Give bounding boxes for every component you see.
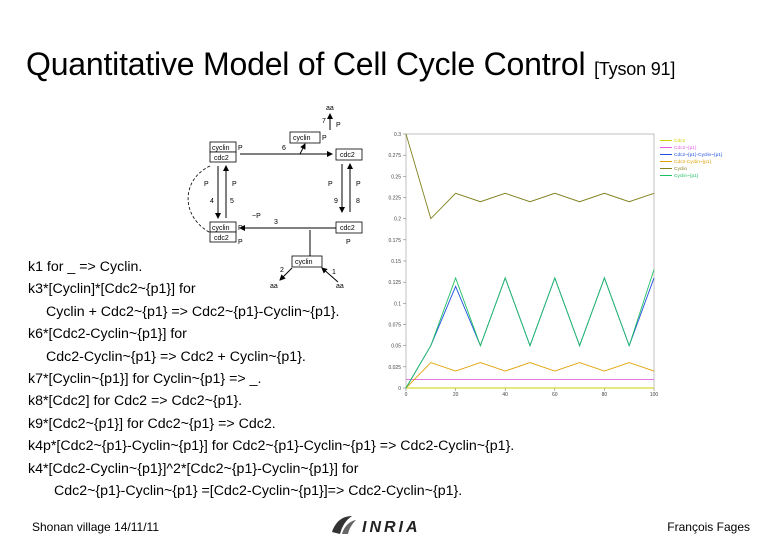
reaction-line: k4p*[Cdc2~{p1}-Cyclin~{p1}] for Cdc2~{p1…	[28, 438, 515, 455]
diagram-p-top: P	[322, 135, 327, 142]
diagram-k1: 1	[332, 269, 336, 276]
chart-lines	[405, 133, 655, 389]
diagram-bottom-cyclin-label: cyclin	[295, 259, 313, 266]
diagram-p-left: P	[232, 181, 237, 188]
y-tick-label: 0.175	[388, 238, 401, 244]
reaction-line: k3*[Cyclin]*[Cdc2~{p1}] for	[28, 281, 196, 298]
reaction-line: Cdc2~{p1}-Cyclin~{p1} =[Cdc2-Cyclin~{p1}…	[54, 483, 463, 500]
x-tick-label: 20	[453, 392, 459, 396]
diagram-right-cdc2-label: cdc2	[340, 152, 355, 159]
x-tick-label: 80	[602, 392, 608, 396]
cell-cycle-diagram: aa 7 P cyclin P cyclin P cdc2 6 cdc2 P P…	[187, 105, 363, 290]
diagram-lower-right-cdc2-label: cdc2	[340, 225, 355, 232]
diagram-bottom-cyclin-box	[291, 255, 323, 268]
diagram-right-cdc2-box	[335, 148, 363, 161]
diagram-arrow-2	[279, 267, 293, 281]
legend-label: Cyclin~{p1}	[674, 173, 699, 179]
legend-label: Cyclin	[674, 166, 687, 172]
diagram-k7: 7	[322, 118, 326, 125]
legend-label: Cdc2~{p1}	[674, 145, 697, 151]
diagram-k3: 3	[274, 219, 278, 226]
diagram-k4: 4	[210, 198, 214, 205]
footer-author: François Fages	[667, 520, 750, 534]
legend-label: Cdc2-Cyclin~{p1}	[674, 159, 712, 165]
y-tick-label: 0.15	[391, 259, 401, 265]
footer-rule	[28, 510, 758, 511]
diagram-aa-top: aa	[326, 105, 334, 112]
diagram-k8: 8	[356, 198, 360, 205]
diagram-k6: 6	[282, 145, 286, 152]
y-tick-label: 0.275	[388, 153, 401, 159]
reaction-line: k1 for _ => Cyclin.	[28, 259, 143, 275]
diagram-k9: 9	[334, 198, 338, 205]
x-tick-label: 40	[502, 392, 508, 396]
reaction-line: Cdc2-Cyclin~{p1} => Cdc2 + Cyclin~{p1}.	[46, 348, 306, 365]
reaction-line: k8*[Cdc2] for Cdc2 => Cdc2~{p1}.	[28, 393, 243, 410]
legend-label: Cdc2	[674, 138, 686, 144]
reaction-list: k1 for _ => Cyclin. k3*[Cyclin]*[Cdc2~{p1…	[28, 256, 514, 502]
reaction-line: k6*[Cdc2-Cyclin~{p1}] for	[28, 326, 187, 343]
inria-logo-text: INRIA	[362, 519, 421, 536]
y-tick-label: 0.025	[388, 365, 401, 371]
footer-venue-date: Shonan village 14/11/11	[32, 520, 159, 534]
diagram-pi-right: P	[328, 181, 333, 188]
diagram-arrow-6-branch	[299, 143, 306, 155]
diagram-left-cyclin-label: cyclin	[212, 145, 230, 152]
diagram-lower-cdc2-label: cdc2	[214, 235, 229, 242]
diagram-pi-left: P	[204, 181, 209, 188]
reaction-line: k9*[Cdc2~{p1}] for Cdc2~{p1} => Cdc2.	[28, 415, 276, 432]
diagram-minus-p: ~P	[252, 213, 261, 220]
diagram-lower-p2: P	[238, 239, 243, 246]
diagram-lower-right-cdc2-box	[335, 221, 363, 234]
x-tick-label: 60	[552, 392, 558, 396]
diagram-left-p1: P	[238, 145, 243, 152]
diagram-lower-cyclin-label: cyclin	[212, 225, 230, 232]
diagram-aa-bottom-right: aa	[336, 283, 344, 290]
x-tick-label: 0	[405, 392, 408, 396]
y-tick-label: 0.075	[388, 323, 401, 329]
chart-axes: 0 0.025 0.05 0.075 0.1 0.125 0.15 0.175 0.2 0.225…	[388, 132, 658, 396]
series-line	[405, 133, 655, 220]
diagram-cyclin-p-box	[289, 131, 321, 144]
diagram-lower-right-p: P	[346, 239, 351, 246]
diagram-cyclin-label-top: cyclin	[293, 135, 311, 142]
diagram-lower-cdc2-box	[209, 231, 237, 243]
simulation-chart: 0 0.025 0.05 0.075 0.1 0.125 0.15 0.175 0.2 0.225…	[388, 132, 723, 396]
series-line	[405, 362, 655, 389]
reaction-line: k7*[Cyclin~{p1}] for Cyclin~{p1} => _.	[28, 371, 262, 388]
diagram-k5: 5	[230, 198, 234, 205]
y-tick-label: 0.25	[391, 174, 401, 180]
slide-title: Quantitative Model of Cell Cycle Control…	[26, 46, 675, 83]
y-tick-label: 0.3	[394, 132, 401, 138]
series-line	[405, 269, 655, 389]
reaction-line: Cyclin + Cdc2~{p1} => Cdc2~{p1}-Cyclin~{…	[46, 303, 340, 320]
chart-legend: Cdc2Cdc2~{p1}Cdc2~{p1}-Cyclin~{p1}Cdc2-C…	[660, 138, 723, 179]
y-tick-label: 0.1	[394, 301, 401, 307]
diagram-pi-top: P	[336, 122, 341, 129]
reaction-line: k4*[Cdc2-Cyclin~{p1}]^2*[Cdc2~{p1}-Cycli…	[28, 460, 359, 477]
legend-label: Cdc2~{p1}-Cyclin~{p1}	[674, 152, 723, 158]
inria-logo: INRIA	[332, 516, 421, 536]
x-tick-label: 100	[650, 392, 659, 396]
y-tick-label: 0.225	[388, 196, 401, 202]
diagram-feedback-dashed	[187, 165, 216, 236]
diagram-left-cdc2-label: cdc2	[214, 155, 229, 162]
y-tick-label: 0.2	[394, 217, 401, 223]
citation: [Tyson 91]	[594, 59, 676, 79]
diagram-arrow-1	[321, 267, 339, 283]
y-tick-label: 0.05	[391, 344, 401, 350]
y-tick-label: 0	[398, 386, 401, 392]
diagram-p-right: P	[356, 181, 361, 188]
diagram-left-cdc2-box	[209, 151, 237, 163]
y-tick-label: 0.125	[388, 280, 401, 286]
diagram-k2: 2	[280, 267, 284, 274]
diagram-aa-bottom-left: aa	[270, 283, 278, 290]
slide-title-text: Quantitative Model of Cell Cycle Control	[26, 46, 586, 82]
